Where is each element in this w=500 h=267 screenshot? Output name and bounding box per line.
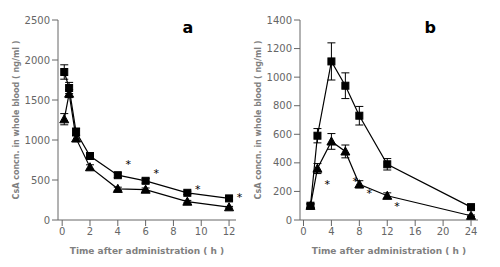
svg-text:4: 4 [328,226,334,237]
svg-text:20: 20 [437,226,450,237]
svg-text:10: 10 [195,226,208,237]
svg-text:600: 600 [273,129,292,140]
svg-text:*: * [195,183,201,196]
svg-text:*: * [237,191,243,204]
svg-text:*: * [352,175,358,188]
svg-text:12: 12 [381,226,394,237]
svg-text:400: 400 [273,157,292,168]
svg-text:1500: 1500 [25,95,50,106]
svg-text:*: * [126,158,132,171]
svg-text:8: 8 [356,226,362,237]
svg-text:Time after administration ( h: Time after administration ( h ) [70,246,224,256]
svg-text:0: 0 [286,215,292,226]
svg-text:CsA concn. in whole blood ( ng: CsA concn. in whole blood ( ng/ml ) [254,41,263,200]
svg-text:16: 16 [409,226,422,237]
svg-text:1400: 1400 [267,15,292,26]
svg-text:*: * [366,187,372,200]
svg-text:200: 200 [273,186,292,197]
svg-text:4: 4 [115,226,121,237]
svg-text:500: 500 [31,175,50,186]
svg-text:6: 6 [142,226,148,237]
svg-text:24: 24 [465,226,478,237]
svg-text:*: * [153,167,159,180]
svg-text:8: 8 [170,226,176,237]
svg-text:2: 2 [87,226,93,237]
svg-text:CsA concn. in whole blood ( ng: CsA concn. in whole blood ( ng/ml ) [12,41,21,200]
svg-text:Time after administration ( h: Time after administration ( h ) [312,246,466,256]
svg-text:0: 0 [300,226,306,237]
svg-text:*: * [394,200,400,213]
svg-text:0: 0 [44,215,50,226]
svg-text:800: 800 [273,100,292,111]
svg-text:*: * [325,178,331,191]
svg-text:2000: 2000 [25,55,50,66]
html-text:b: b [424,18,436,37]
svg-text:2500: 2500 [25,15,50,26]
svg-text:1000: 1000 [267,72,292,83]
svg-text:12: 12 [223,226,236,237]
html-text:a: a [182,18,194,37]
svg-text:0: 0 [59,226,65,237]
svg-text:1200: 1200 [267,43,292,54]
svg-text:1000: 1000 [25,135,50,146]
